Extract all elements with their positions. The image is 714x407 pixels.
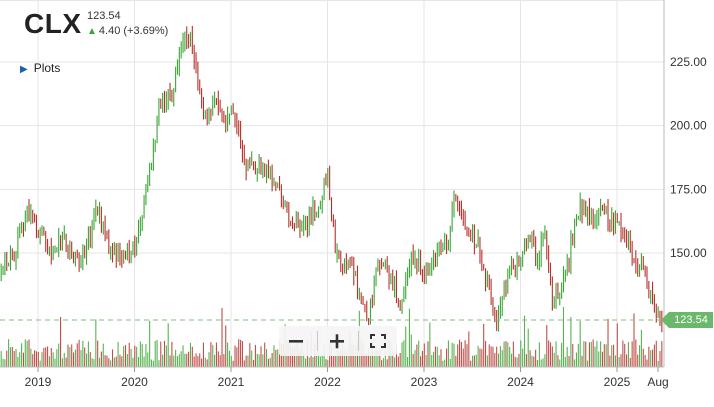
x-tick-label: Aug [647,375,668,389]
quote-header: CLX 123.54 ▲ 4.40 (+3.69%) [0,0,220,90]
zoom-divider [358,331,359,351]
axis-labels: 150.00 175.00 200.00 225.00 2019 2020 2021 2022… [25,55,707,389]
x-tick-label: 2025 [604,375,631,389]
x-tick-label: 2022 [314,375,341,389]
x-tick-label: 2024 [507,375,534,389]
last-price: 123.54 [87,10,121,22]
y-tick-label: 175.00 [670,182,707,196]
zoom-in-button[interactable] [322,329,352,353]
zoom-out-button[interactable] [281,329,311,353]
x-tick-label: 2019 [25,375,52,389]
ticker-symbol: CLX [24,8,82,39]
fullscreen-button[interactable] [363,329,393,353]
x-tick-label: 2020 [121,375,148,389]
plus-icon [330,334,344,349]
triangle-right-icon: ▶ [20,64,28,75]
grid-lines [0,0,664,367]
fullscreen-icon [370,334,386,348]
y-tick-label: 150.00 [670,246,707,260]
y-tick-label: 200.00 [670,119,707,133]
minus-icon [289,340,303,343]
zoom-controls [279,326,397,356]
last-price-badge: 123.54 [661,312,713,328]
price-change: ▲ 4.40 (+3.69%) [87,25,168,37]
plots-label: Plots [33,61,61,75]
price-bars [0,25,663,333]
x-tick-label: 2023 [411,375,438,389]
zoom-divider [317,331,318,351]
x-tick-label: 2021 [218,375,245,389]
plots-toggle[interactable]: ▶ Plots [20,61,60,75]
up-arrow-icon: ▲ [87,26,97,37]
y-tick-label: 225.00 [670,55,707,69]
change-text: 4.40 (+3.69%) [98,25,169,37]
